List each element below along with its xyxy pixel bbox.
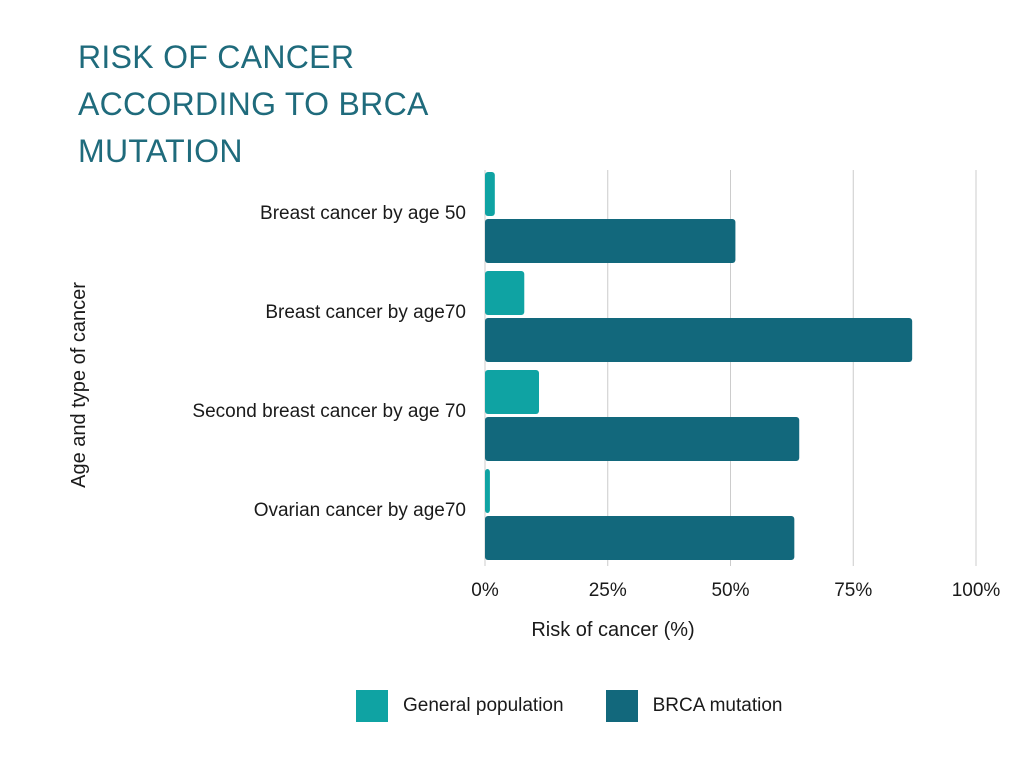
category-labels: Breast cancer by age 50 Breast cancer by … bbox=[192, 203, 466, 521]
bar-brca-mutation bbox=[485, 516, 795, 560]
legend-item-brca-mutation: BRCA mutation bbox=[605, 690, 783, 722]
bar-brca-mutation bbox=[485, 318, 913, 362]
bar-brca-mutation bbox=[485, 219, 736, 263]
x-tick-label: 50% bbox=[711, 580, 749, 601]
bars bbox=[485, 172, 913, 560]
category-label: Second breast cancer by age 70 bbox=[192, 401, 466, 422]
category-label: Breast cancer by age 50 bbox=[260, 203, 466, 224]
x-tick-labels: 0% 25% 50% 75% 100% bbox=[471, 580, 1000, 601]
bar-general-population bbox=[485, 469, 490, 513]
x-tick-label: 75% bbox=[834, 580, 872, 601]
bar-general-population bbox=[485, 172, 495, 216]
x-tick-label: 0% bbox=[471, 580, 499, 601]
title-line-3: MUTATION bbox=[78, 133, 243, 169]
x-axis-title: Risk of cancer (%) bbox=[531, 619, 694, 641]
bar-general-population bbox=[485, 370, 540, 414]
legend-swatch-brca-mutation bbox=[605, 690, 638, 722]
category-label: Ovarian cancer by age70 bbox=[254, 500, 466, 521]
bar-brca-mutation bbox=[485, 417, 800, 461]
x-tick-label: 25% bbox=[589, 580, 627, 601]
title-line-1: RISK OF CANCER bbox=[78, 39, 355, 75]
y-axis-title: Age and type of cancer bbox=[68, 282, 90, 488]
category-label: Breast cancer by age70 bbox=[265, 302, 466, 323]
bar-general-population bbox=[485, 271, 525, 315]
legend: General population BRCA mutation bbox=[356, 690, 824, 722]
legend-item-general-population: General population bbox=[356, 690, 564, 722]
legend-swatch-general-population bbox=[356, 690, 388, 722]
legend-label: BRCA mutation bbox=[652, 695, 783, 716]
title-line-2: ACCORDING TO BRCA bbox=[78, 86, 429, 122]
x-tick-label: 100% bbox=[952, 580, 1001, 601]
legend-label: General population bbox=[403, 695, 564, 716]
chart-title: RISK OF CANCER ACCORDING TO BRCA MUTATIO… bbox=[78, 34, 498, 175]
